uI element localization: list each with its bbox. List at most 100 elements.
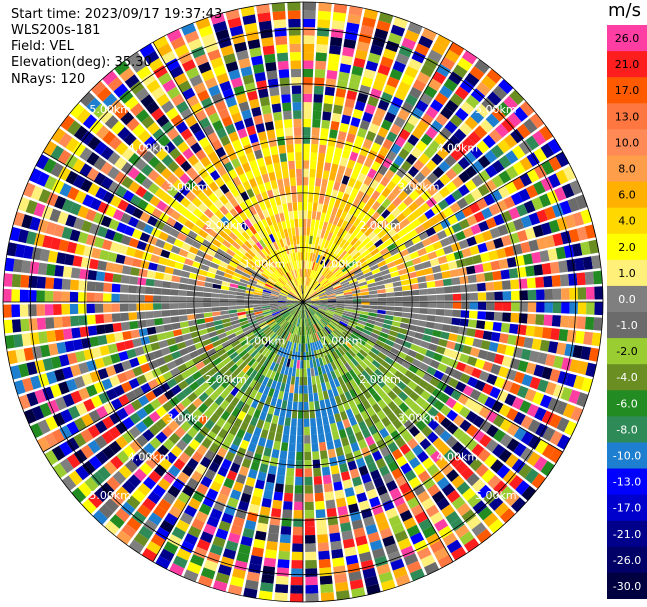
velocity-gate [180,270,190,278]
velocity-gate [356,41,370,52]
velocity-gate [167,420,180,432]
velocity-gate [572,243,583,257]
velocity-gate [228,244,238,253]
velocity-gate [262,403,270,413]
velocity-gate [236,308,246,313]
velocity-gate [313,282,320,290]
velocity-gate [325,325,333,333]
velocity-gate [413,483,426,496]
velocity-gate [349,317,359,323]
velocity-gate [287,281,294,289]
velocity-gate [417,547,432,560]
velocity-gate [306,227,311,236]
velocity-gate [266,279,275,286]
velocity-gate [303,185,309,194]
velocity-gate [314,263,320,272]
velocity-gate [336,191,344,201]
velocity-gate [184,258,194,266]
velocity-gate [316,311,324,317]
velocity-gate [303,235,306,244]
velocity-gate [115,185,128,198]
colorbar-tick-label: -21.0 [613,528,641,541]
velocity-gate [157,43,173,57]
velocity-gate [68,470,83,486]
velocity-gate [417,276,427,283]
velocity-gate [536,209,548,223]
velocity-gate [339,183,347,193]
velocity-gate [282,321,289,329]
velocity-gate [240,191,250,201]
velocity-gate [184,505,198,518]
velocity-gate [554,186,567,202]
velocity-gate [446,469,460,482]
velocity-gate [291,568,303,577]
velocity-gate [146,326,157,335]
velocity-gate [117,126,131,141]
velocity-gate [407,21,423,35]
velocity-gate [418,379,429,390]
velocity-gate [455,361,467,372]
velocity-gate [497,185,510,199]
velocity-gate [353,162,363,173]
velocity-gate [189,74,203,87]
velocity-gate [486,373,498,386]
velocity-gate [198,25,214,38]
velocity-gate [107,343,118,354]
velocity-gate [466,236,477,247]
velocity-gate [397,425,408,436]
velocity-gate [367,244,377,253]
velocity-gate [385,339,395,347]
velocity-gate [555,152,570,168]
velocity-gate [87,440,101,454]
velocity-gate [331,189,339,199]
velocity-gate [181,208,193,219]
velocity-gate [410,146,423,159]
velocity-gate [195,313,205,319]
velocity-gate [420,133,433,146]
velocity-gate [25,231,37,245]
velocity-gate [245,331,255,339]
velocity-gate [437,199,449,210]
velocity-gate [197,179,208,191]
velocity-gate [352,331,361,338]
velocity-gate [251,360,259,370]
velocity-gate [178,303,187,309]
velocity-gate [502,291,512,301]
velocity-gate [169,563,185,577]
velocity-gate [293,308,299,316]
velocity-gate [236,332,246,340]
velocity-gate [293,118,302,128]
velocity-gate [366,197,376,207]
velocity-gate [566,329,577,343]
velocity-gate [451,317,461,326]
velocity-gate [21,333,32,347]
velocity-gate [575,194,588,210]
velocity-gate [150,254,160,264]
velocity-gate [192,355,202,365]
velocity-gate [211,288,221,294]
velocity-gate [347,246,356,255]
velocity-gate [371,504,384,516]
velocity-gate [274,213,281,223]
velocity-gate [153,279,163,288]
velocity-gate [392,566,408,579]
velocity-gate [273,111,283,121]
velocity-gate [439,263,450,272]
velocity-gate [121,176,134,189]
velocity-gate [37,262,48,275]
velocity-gate [298,343,301,352]
velocity-gate [346,159,356,170]
velocity-gate [325,288,334,293]
velocity-gate [28,168,42,184]
velocity-gate [294,302,303,305]
velocity-gate [51,445,66,461]
velocity-gate [204,253,214,262]
velocity-gate [400,462,412,475]
velocity-gate [148,334,159,343]
velocity-gate [407,229,418,239]
velocity-gate [393,286,403,292]
velocity-gate [356,92,369,104]
velocity-gate [208,181,219,192]
velocity-gate [290,576,303,586]
velocity-gate [163,541,179,555]
